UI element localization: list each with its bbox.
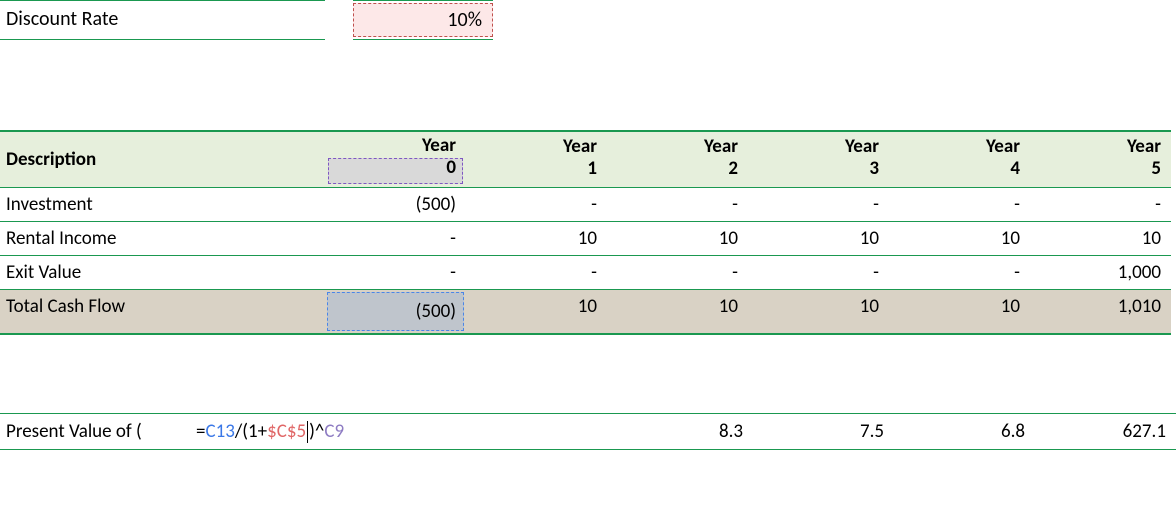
cell[interactable]: 10 (748, 222, 889, 256)
cell[interactable]: - (889, 256, 1030, 290)
spreadsheet-snippet: Discount Rate 10% Description Year 0 Yea… (0, 0, 1176, 450)
row-investment: Investment (500) - - - - - (0, 188, 1176, 222)
formula-text: )^ (309, 420, 324, 443)
year-num: 5 (1040, 158, 1161, 180)
cell[interactable]: 627.1 (1035, 413, 1176, 450)
cell[interactable]: (500) (325, 188, 466, 222)
header-description: Description (0, 130, 325, 188)
year-word: Year (1040, 136, 1161, 158)
cell[interactable]: 10 (607, 290, 748, 335)
cell-label: Investment (0, 188, 325, 222)
cell-value: (500) (325, 295, 466, 328)
year-stack: Year 3 (758, 136, 879, 180)
cell[interactable]: - (607, 188, 748, 222)
formula-text: /(1+ (235, 420, 267, 443)
year-stack: Year 2 (617, 136, 738, 180)
cell[interactable]: - (466, 188, 607, 222)
cell[interactable]: - (1030, 188, 1171, 222)
cell[interactable]: 10 (889, 222, 1030, 256)
header-year-5: Year 5 (1030, 130, 1171, 188)
cell[interactable]: - (607, 256, 748, 290)
year-stack: Year 4 (899, 136, 1020, 180)
cell-label: Rental Income (0, 222, 325, 256)
year-num: 0 (335, 157, 456, 179)
year-word: Year (476, 136, 597, 158)
gap (0, 335, 1176, 413)
year-word: Year (335, 135, 456, 157)
year-stack: Year 5 (1040, 136, 1161, 180)
cell[interactable]: - (325, 222, 466, 256)
cell-label: Total Cash Flow (0, 290, 325, 335)
year-num: 2 (617, 158, 738, 180)
cell[interactable]: - (748, 188, 889, 222)
cell[interactable]: - (748, 256, 889, 290)
discount-rate-cell[interactable]: 10% (353, 3, 493, 37)
cell-label: Exit Value (0, 256, 325, 290)
cell[interactable]: 6.8 (894, 413, 1035, 450)
cell[interactable]: - (466, 256, 607, 290)
cell[interactable]: 1,010 (1030, 290, 1171, 335)
discount-rate-cell-wrap: 10% (353, 0, 493, 40)
cell[interactable]: 8.3 (612, 413, 753, 450)
year-num: 4 (899, 158, 1020, 180)
year-word: Year (617, 136, 738, 158)
year-num: 3 (758, 158, 879, 180)
formula-ref: C13 (205, 420, 234, 443)
year-word: Year (758, 136, 879, 158)
formula-ref: $C$5 (267, 420, 306, 443)
year-num: 1 (476, 158, 597, 180)
cell[interactable]: 10 (466, 222, 607, 256)
year-stack: Year 1 (476, 136, 597, 180)
cell[interactable]: 1,000 (1030, 256, 1171, 290)
formula-ref: C9 (324, 420, 344, 443)
discount-rate-label: Discount Rate (0, 0, 325, 40)
pv-formula-cell[interactable]: =C13/(1+$C$5)^C9 (190, 413, 612, 450)
header-year-4: Year 4 (889, 130, 1030, 188)
cell[interactable]: 10 (748, 290, 889, 335)
discount-rate-row: Discount Rate 10% (0, 0, 1176, 40)
cell[interactable]: - (325, 256, 466, 290)
header-year-3: Year 3 (748, 130, 889, 188)
cell-total-year0[interactable]: (500) (325, 290, 466, 335)
cell[interactable]: 10 (1030, 222, 1171, 256)
row-total-cash-flow: Total Cash Flow (500) 10 10 10 10 1,010 (0, 290, 1176, 335)
row-rental-income: Rental Income - 10 10 10 10 10 (0, 222, 1176, 256)
header-year-2: Year 2 (607, 130, 748, 188)
row-present-value: Present Value of ( =C13/(1+$C$5)^C9 8.3 … (0, 413, 1176, 450)
cell[interactable]: 7.5 (753, 413, 894, 450)
cell[interactable]: - (889, 188, 1030, 222)
pv-label: Present Value of ( (0, 413, 190, 450)
cell[interactable]: 10 (889, 290, 1030, 335)
header-year-1: Year 1 (466, 130, 607, 188)
year-stack: Year 0 (325, 132, 466, 183)
gap (325, 0, 353, 40)
cell[interactable]: 10 (466, 290, 607, 335)
header-year-0[interactable]: Year 0 (325, 130, 466, 188)
row-exit-value: Exit Value - - - - - 1,000 (0, 256, 1176, 290)
table-header: Description Year 0 Year 1 Year 2 Year 3 (0, 130, 1176, 188)
year-word: Year (899, 136, 1020, 158)
cell[interactable]: 10 (607, 222, 748, 256)
text-cursor (307, 421, 308, 443)
